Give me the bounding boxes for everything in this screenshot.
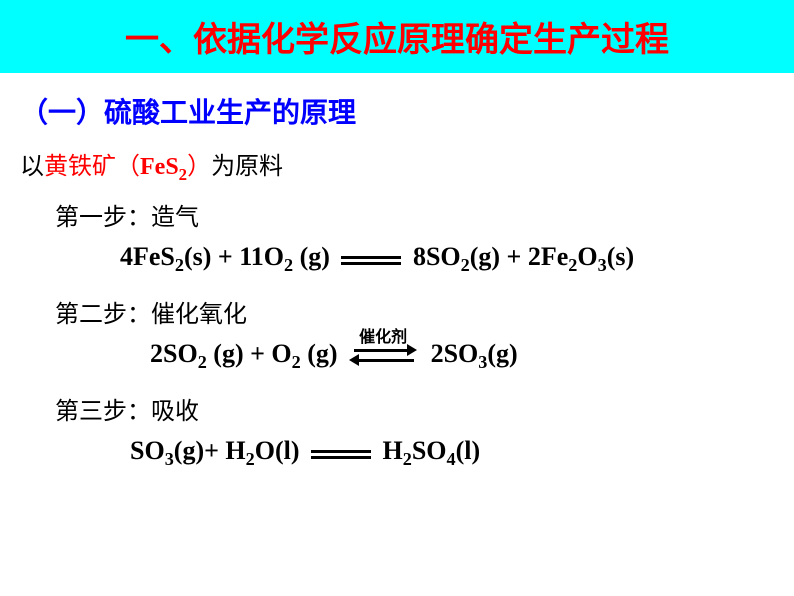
step3-label: 第三步：吸收 (55, 391, 774, 426)
raw-highlight1: 黄铁矿 (44, 153, 116, 180)
eq1-left: 4FeS (120, 242, 175, 271)
bottom-arrow-icon (349, 354, 359, 366)
eq1-s2: 2 (175, 255, 184, 275)
eq2-o2: 2 (292, 352, 301, 372)
catalyst-label: 催化剂 (359, 323, 407, 347)
eq3-o: O(l) (255, 436, 300, 465)
content-area: （一）硫酸工业生产的原理 以黄铁矿（FeS2）为原料 第一步：造气 4FeS2(… (0, 73, 794, 498)
eq3-state1: (g)+ H (174, 436, 246, 465)
step2-label: 第二步：催化氧化 (55, 294, 774, 329)
raw-formula: FeS (140, 154, 179, 180)
eq3-so3: 3 (165, 449, 174, 469)
eq1-state1: (s) + 11O (184, 242, 284, 271)
raw-material-line: 以黄铁矿（FeS2）为原料 (20, 146, 774, 185)
eq3-h2: 2 (246, 449, 255, 469)
bottom-line (356, 359, 414, 362)
eq3-so4: 4 (447, 449, 456, 469)
top-arrow-icon (407, 344, 417, 356)
raw-formula-sub: 2 (179, 165, 187, 184)
raw-prefix: 以 (20, 153, 44, 180)
raw-paren-close: ） (187, 153, 211, 180)
eq1-o3: 3 (598, 255, 607, 275)
eq1-state3: (g) + 2Fe (470, 242, 569, 271)
eq1-o2: 2 (284, 255, 293, 275)
equilibrium-arrow-icon: 催化剂 (349, 341, 419, 371)
step3-equation: SO3(g)+ H2O(l) H2SO4(l) (130, 436, 774, 470)
eq3-state2: (l) (456, 436, 481, 465)
page-title: 一、依据化学反应原理确定生产过程 (0, 12, 794, 61)
eq2-right: 2SO (431, 339, 479, 368)
eq1-state2: (g) (293, 242, 330, 271)
top-line (354, 349, 412, 352)
eq1-o: O (577, 242, 597, 271)
eq3-left: SO (130, 436, 165, 465)
eq1-state4: (s) (607, 242, 634, 271)
raw-paren-open: （ (116, 153, 140, 180)
eq3-right: H (383, 436, 403, 465)
eq2-state3: (g) (487, 339, 517, 368)
eq1-right1: 8SO (413, 242, 461, 271)
eq2-so3: 3 (478, 352, 487, 372)
step1-equation: 4FeS2(s) + 11O2 (g) 8SO2(g) + 2Fe2O3(s) (120, 242, 774, 276)
eq3-so: SO (412, 436, 447, 465)
eq2-left: 2SO (150, 339, 198, 368)
step2-equation: 2SO2 (g) + O2 (g) 催化剂 2SO3(g) (150, 339, 774, 373)
subtitle: （一）硫酸工业生产的原理 (20, 91, 774, 131)
eq1-so2: 2 (461, 255, 470, 275)
eq2-state1: (g) + O (207, 339, 292, 368)
raw-suffix: 为原料 (211, 153, 283, 180)
eq2-state2: (g) (301, 339, 338, 368)
eq2-so2: 2 (198, 352, 207, 372)
title-bar: 一、依据化学反应原理确定生产过程 (0, 0, 794, 73)
eq3-h2b: 2 (403, 449, 412, 469)
step1-label: 第一步：造气 (55, 197, 774, 232)
